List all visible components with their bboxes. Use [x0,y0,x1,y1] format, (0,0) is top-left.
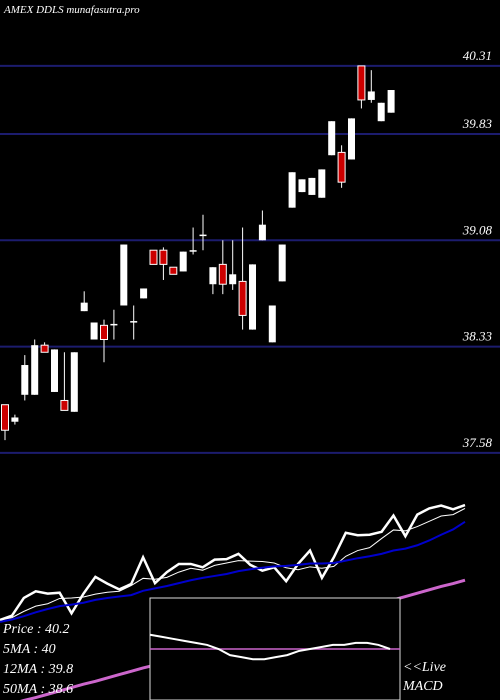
candle-body [199,234,207,237]
chart-title: AMEX DDLS munafasutra.pro [3,4,140,16]
candle-body [249,264,256,330]
macd-line [149,633,391,661]
candle-body [31,345,39,395]
candle-body [100,324,108,341]
candle-body [367,91,375,100]
candle-body [149,249,158,265]
macd-label: MACD [402,679,443,694]
legend-entry: 5MA : 40 [3,642,56,657]
indicator-line [0,507,466,621]
candle-body [1,404,9,431]
candle-body [328,121,336,156]
candle-body [318,169,326,198]
legend-entry: 12MA : 39.8 [3,662,73,677]
candle-body [298,179,306,193]
candle-body [377,102,385,122]
candle-body [60,399,69,411]
candle-body [209,267,217,285]
candle-body [40,344,49,353]
candle-body [179,251,187,272]
candle-body [90,322,98,340]
candle-body [110,323,118,326]
candle-body [140,288,148,299]
candle-body [268,305,276,343]
candle-body [238,280,247,316]
candle-body [387,90,395,113]
candle-body [229,274,237,285]
candle-body [348,118,355,160]
indicator-line [0,520,466,623]
y-tick-label: 37.58 [462,435,493,450]
candle-body [159,249,168,265]
candle-body [218,263,227,285]
candle-body [189,250,197,252]
candle-body [169,266,178,275]
y-tick-label: 39.08 [462,222,493,237]
legend-entry: Price : 40.2 [2,622,69,637]
candle-body [288,172,296,208]
candle-body [258,224,266,241]
legend-entry: 50MA : 38.6 [3,682,73,697]
candle-body [51,349,58,392]
candle-body [70,352,78,412]
candle-body [337,151,346,183]
y-tick-label: 38.33 [462,329,493,344]
candle-body [357,65,366,101]
candle-body [130,321,138,323]
candle-body [11,417,19,422]
annotation: <<Live [403,660,446,675]
candle-body [80,302,88,312]
candle-body [120,244,128,306]
candle-body [21,365,29,395]
candle-body [278,244,286,282]
y-tick-label: 39.83 [462,116,493,131]
y-tick-label: 40.31 [463,48,492,63]
candle-body [308,177,316,195]
